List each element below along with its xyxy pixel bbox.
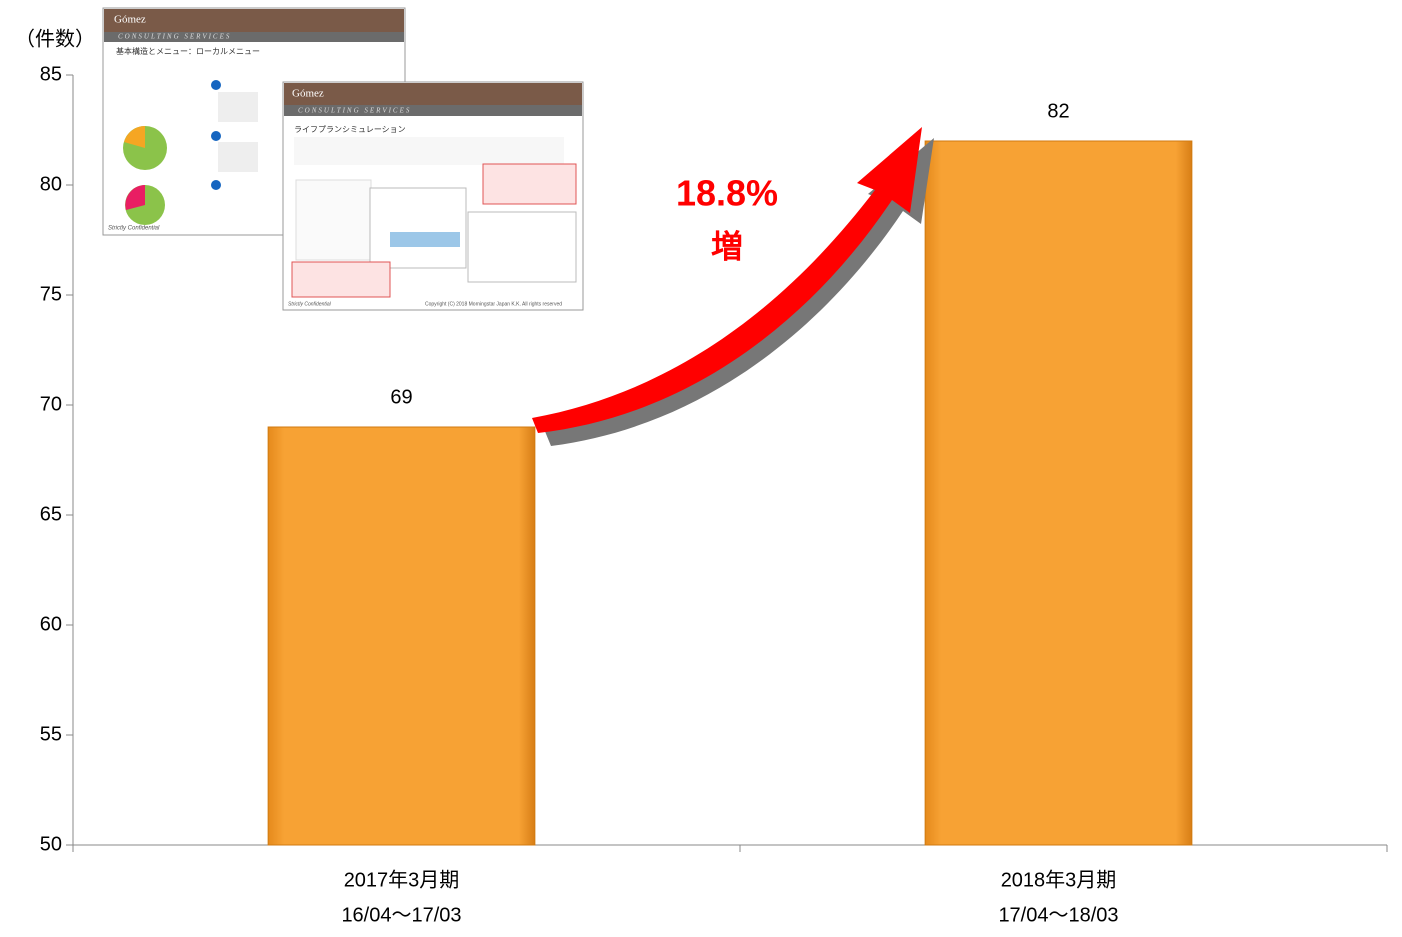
thumb-title: ライフプランシミュレーション: [294, 125, 406, 134]
y-tick-label: 55: [40, 723, 62, 745]
thumb-banner: CONSULTING SERVICES: [298, 107, 411, 115]
thumb-banner: CONSULTING SERVICES: [118, 33, 231, 41]
chart: （件数） Gómez CONSULTING SERVICES 基本構造とメニュー…: [0, 0, 1402, 937]
thumbnail: Gómez CONSULTING SERVICES ライフプランシミュレーション…: [283, 82, 583, 310]
x-tick-label: 2018年3月期: [1001, 868, 1117, 891]
bar: [268, 427, 535, 845]
value-label: 82: [1047, 100, 1069, 122]
x-tick-label: 17/04〜18/03: [998, 904, 1118, 926]
y-axis-label: （件数）: [15, 27, 95, 50]
y-tick-label: 65: [40, 503, 62, 525]
thumb-title: 基本構造とメニュー：ローカルメニュー: [116, 46, 260, 56]
thumb-brand: Gómez: [114, 14, 146, 26]
x-tick-label: 16/04〜17/03: [341, 904, 461, 926]
thumb-brand: Gómez: [292, 88, 324, 100]
thumb-copyright: Copyright (C) 2018 Morningstar Japan K.K…: [425, 301, 562, 307]
bar: [925, 141, 1192, 845]
thumb-footer: Strictly Confidential: [288, 301, 332, 307]
annotation: 増: [711, 228, 743, 264]
y-tick-label: 75: [40, 283, 62, 305]
value-label: 69: [390, 386, 412, 408]
x-tick-label: 2017年3月期: [344, 868, 460, 891]
y-tick-label: 60: [40, 613, 62, 635]
thumb-footer: Strictly Confidential: [108, 226, 160, 232]
y-tick-label: 85: [40, 63, 62, 85]
y-tick-label: 70: [40, 393, 62, 415]
y-tick-label: 50: [40, 833, 62, 855]
annotation: 18.8%: [676, 173, 778, 214]
y-tick-label: 80: [40, 173, 62, 195]
